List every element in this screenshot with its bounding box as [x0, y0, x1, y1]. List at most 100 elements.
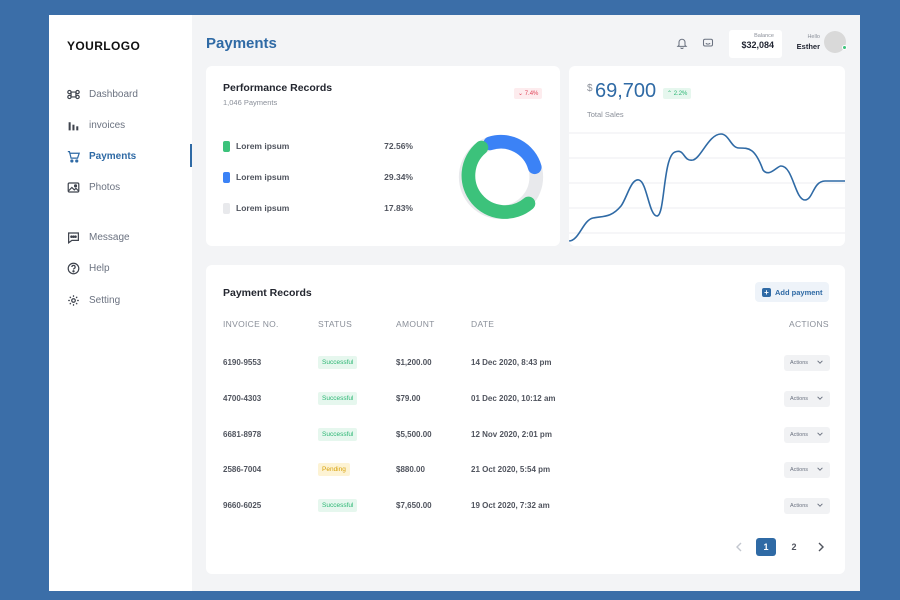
status-badge: Successful: [318, 428, 358, 441]
legend-value: 17.83%: [384, 203, 413, 213]
sidebar-item-dashboard[interactable]: Dashboard: [67, 84, 192, 104]
records-title: Payment Records: [223, 287, 312, 299]
sidebar-item-invoices[interactable]: invoices: [67, 115, 192, 135]
status-badge: Successful: [318, 392, 358, 405]
column-header-amount: AMOUNT: [396, 319, 435, 329]
message-icon: [68, 231, 79, 244]
sales-card: $ 69,700 ⌃ 2.2% Total Sales: [569, 66, 845, 246]
sidebar-item-label: invoices: [89, 119, 126, 131]
sidebar-item-message[interactable]: Message: [67, 227, 192, 247]
actions-dropdown[interactable]: Actions: [784, 427, 830, 443]
sidebar-item-payments[interactable]: Payments: [67, 146, 192, 166]
sidebar-item-label: Message: [89, 231, 130, 243]
chevron-down-icon: [817, 467, 823, 471]
actions-label: Actions: [790, 360, 809, 366]
bar-chart-icon: [68, 121, 79, 130]
date-cell: 21 Oct 2020, 5:54 pm: [471, 465, 551, 474]
sales-currency: $: [587, 83, 593, 94]
date-cell: 12 Nov 2020, 2:01 pm: [471, 430, 552, 439]
payment-records-card: Payment Records + Add payment INVOICE NO…: [206, 265, 845, 574]
page-2-button[interactable]: 2: [791, 542, 797, 552]
performance-change: 7.4%: [524, 91, 539, 97]
plus-icon: +: [762, 287, 771, 297]
bell-icon[interactable]: [676, 37, 688, 49]
amount-cell: $79.00: [396, 394, 421, 403]
column-header-invoice: INVOICE NO.: [223, 319, 279, 329]
legend-row: Lorem ipsum 29.34%: [223, 171, 413, 183]
performance-subtitle: 1,046 Payments: [223, 98, 278, 107]
table-row: 4700-4303 Successful $79.00 01 Dec 2020,…: [206, 390, 845, 410]
online-status-dot: [842, 45, 847, 50]
actions-dropdown[interactable]: Actions: [784, 498, 830, 514]
invoice-cell: 9660-6025: [223, 501, 262, 510]
sidebar-item-photos[interactable]: Photos: [67, 177, 192, 197]
date-cell: 19 Oct 2020, 7:32 am: [471, 501, 550, 510]
balance-box: Balance $32,084: [729, 30, 782, 58]
legend-name: Lorem ipsum: [236, 141, 290, 151]
sales-line: [569, 133, 845, 242]
amount-cell: $1,200.00: [396, 358, 432, 367]
donut-segment-blue: [483, 134, 542, 175]
performance-title: Performance Records: [223, 82, 333, 94]
logo: YOURLOGO: [67, 39, 141, 53]
app-window: YOURLOGO Dashboard invoices Payments Pho…: [49, 15, 860, 591]
actions-label: Actions: [790, 467, 809, 473]
sidebar-item-setting[interactable]: Setting: [67, 290, 192, 310]
amount-cell: $5,500.00: [396, 430, 432, 439]
actions-label: Actions: [790, 432, 809, 438]
main-content: Payments Balance $32,084 Hello Esther Pe…: [192, 15, 860, 591]
actions-dropdown[interactable]: Actions: [784, 391, 830, 407]
table-row: 2586-7004 Pending $880.00 21 Oct 2020, 5…: [206, 461, 845, 481]
legend-name: Lorem ipsum: [236, 203, 290, 213]
help-icon: [67, 262, 80, 274]
sales-change-badge: ⌃ 2.2%: [663, 88, 692, 99]
sidebar-item-help[interactable]: Help: [67, 258, 192, 278]
legend-row: Lorem ipsum 72.56%: [223, 140, 413, 152]
date-cell: 14 Dec 2020, 8:43 pm: [471, 358, 552, 367]
chevron-down-icon: [817, 396, 823, 400]
invoice-cell: 6190-9553: [223, 358, 262, 367]
chevron-left-icon[interactable]: [734, 538, 744, 556]
column-header-status: STATUS: [318, 319, 353, 329]
sales-change: 2.2%: [673, 91, 688, 97]
actions-dropdown[interactable]: Actions: [784, 462, 830, 478]
sales-value: 69,700: [595, 80, 657, 102]
column-header-date: DATE: [471, 319, 495, 329]
sidebar-item-label: Photos: [89, 181, 121, 193]
donut-segment-green: [461, 140, 536, 219]
table-row: 6190-9553 Successful $1,200.00 14 Dec 20…: [206, 354, 845, 374]
invoice-cell: 4700-4303: [223, 394, 262, 403]
performance-change-badge: ⌄ 7.4%: [514, 88, 543, 99]
legend-swatch: [223, 171, 230, 183]
amount-cell: $880.00: [396, 465, 425, 474]
donut-chart: [458, 134, 544, 220]
sales-label: Total Sales: [587, 110, 624, 119]
invoice-cell: 2586-7004: [223, 465, 262, 474]
add-payment-label: Add payment: [775, 287, 823, 297]
column-header-actions: ACTIONS: [789, 319, 829, 329]
status-badge: Pending: [318, 463, 350, 476]
avatar[interactable]: [824, 31, 846, 53]
table-row: 6681-8978 Successful $5,500.00 12 Nov 20…: [206, 426, 845, 446]
add-payment-button[interactable]: + Add payment: [755, 282, 829, 302]
legend-swatch: [223, 202, 230, 214]
chevron-down-icon: [817, 432, 823, 436]
balance-label: Balance: [754, 33, 774, 39]
status-badge: Successful: [318, 356, 358, 369]
chevron-down-icon: [817, 360, 823, 364]
gear-icon: [68, 294, 79, 306]
image-icon: [67, 181, 80, 193]
legend-row: Lorem ipsum 17.83%: [223, 202, 413, 214]
invoice-cell: 6681-8978: [223, 430, 262, 439]
actions-dropdown[interactable]: Actions: [784, 355, 830, 371]
command-icon: [67, 89, 80, 99]
cart-icon: [67, 150, 80, 163]
chat-icon[interactable]: [702, 37, 714, 49]
page-title: Payments: [206, 35, 277, 52]
chevron-down-icon: [817, 503, 823, 507]
sidebar-item-label: Dashboard: [89, 88, 138, 100]
chevron-right-icon[interactable]: [816, 538, 826, 556]
performance-card: Performance Records 1,046 Payments ⌄ 7.4…: [206, 66, 560, 246]
page-1-button[interactable]: 1: [756, 538, 776, 556]
sidebar-item-label: Setting: [89, 294, 121, 306]
